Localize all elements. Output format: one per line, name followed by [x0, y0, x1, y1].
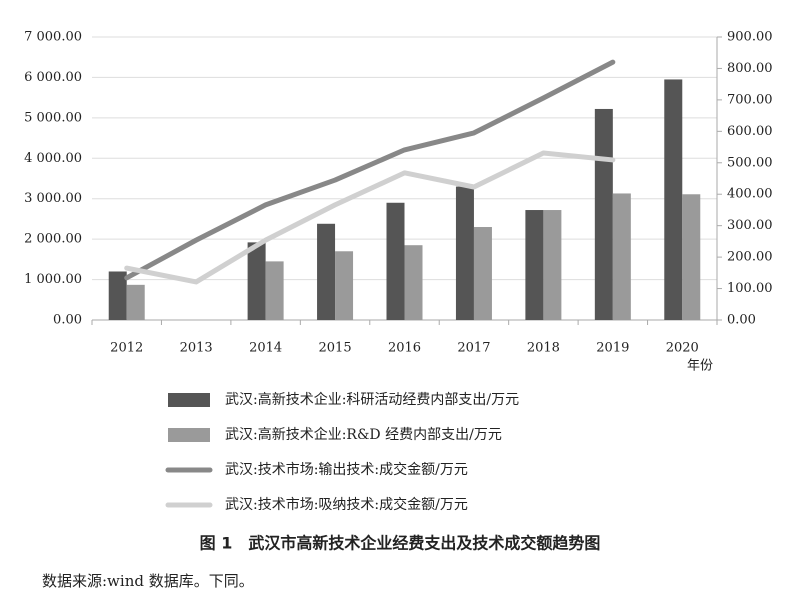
bar [525, 210, 544, 320]
bar [664, 79, 683, 320]
y-tick-label: 5 000.00 [24, 110, 82, 125]
bar [455, 186, 474, 320]
bar [317, 223, 336, 320]
y-tick-label: 0.00 [53, 313, 82, 328]
source-note: 数据来源:wind 数据库。下同。 [42, 572, 254, 590]
x-tick-label: 2018 [527, 341, 560, 356]
x-tick-label: 2012 [110, 341, 143, 356]
legend-label: 武汉:高新技术企业:科研活动经费内部支出/万元 [225, 391, 519, 408]
y2-tick-label: 400.00 [727, 187, 773, 202]
y-tick-label: 1 000.00 [24, 272, 82, 287]
bar [126, 284, 145, 320]
x-tick-label: 2019 [596, 341, 629, 356]
legend-swatch [168, 428, 210, 442]
legend-swatch [168, 393, 210, 407]
bar [473, 227, 492, 320]
x-tick-label: 2015 [319, 341, 352, 356]
bar [335, 251, 354, 320]
y-tick-label: 7 000.00 [24, 30, 82, 45]
x-tick-label: 2013 [180, 341, 213, 356]
chart-title: 图 1 武汉市高新技术企业经费支出及技术成交额趋势图 [200, 534, 601, 553]
y2-tick-label: 500.00 [727, 155, 773, 170]
y2-tick-label: 200.00 [727, 250, 773, 265]
x-tick-label: 2014 [249, 341, 282, 356]
y2-tick-label: 900.00 [727, 30, 773, 45]
bar [265, 261, 284, 320]
y-tick-label: 2 000.00 [24, 232, 82, 247]
y-tick-label: 3 000.00 [24, 191, 82, 206]
line [124, 150, 616, 285]
bar [543, 210, 562, 320]
bar [612, 193, 631, 320]
legend-label: 武汉:高新技术企业:R&D 经费内部支出/万元 [225, 426, 502, 443]
y2-tick-label: 800.00 [727, 61, 773, 76]
bar [386, 202, 405, 320]
x-tick-label: 2017 [457, 341, 490, 356]
y2-tick-label: 600.00 [727, 124, 773, 139]
y2-tick-label: 700.00 [727, 92, 773, 107]
bar [682, 194, 701, 320]
y2-tick-label: 300.00 [727, 218, 773, 233]
x-tick-label: 2020 [666, 341, 699, 356]
bar [247, 242, 266, 320]
bar [108, 271, 127, 320]
legend-label: 武汉:技术市场:输出技术:成交金额/万元 [225, 461, 468, 478]
x-axis-label: 年份 [687, 359, 713, 374]
y2-tick-label: 0.00 [727, 313, 756, 328]
y2-tick-label: 100.00 [727, 281, 773, 296]
x-tick-label: 2016 [388, 341, 421, 356]
legend-label: 武汉:技术市场:吸纳技术:成交金额/万元 [225, 496, 468, 513]
line [124, 59, 616, 281]
bar [404, 245, 423, 320]
y-tick-label: 6 000.00 [24, 70, 82, 85]
bar [594, 108, 613, 320]
y-tick-label: 4 000.00 [24, 151, 82, 166]
